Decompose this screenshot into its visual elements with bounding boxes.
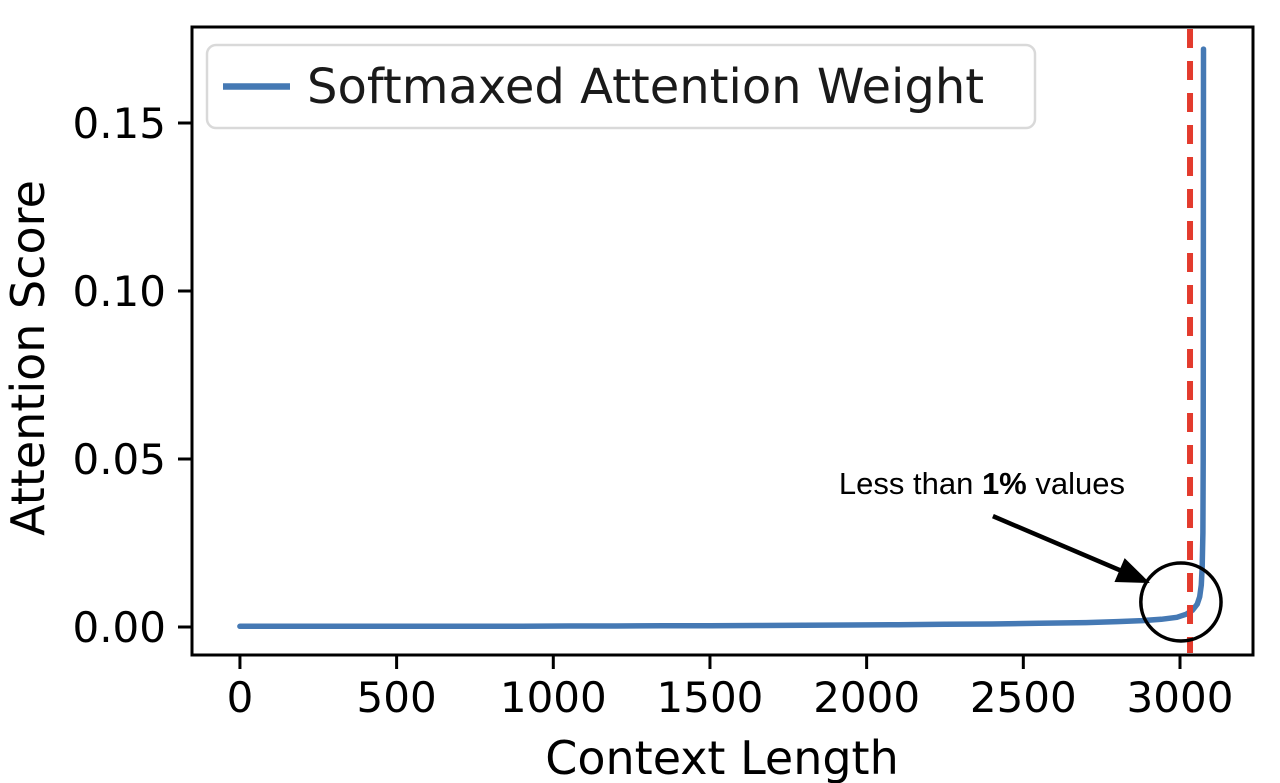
annotation-group: Less than 1% values: [839, 466, 1223, 643]
x-axis-title: Context Length: [545, 731, 899, 783]
annotation-label-suffix: values: [1027, 466, 1125, 501]
circle-highlight: [1139, 561, 1223, 643]
y-axis-title: Attention Score: [1, 180, 55, 536]
axis-ticks: 0 500 1000 1500 2000 2500 3000 0.00 0.05 0.10 0.15: [72, 99, 1233, 722]
annotation-label-bold: 1%: [982, 466, 1027, 501]
x-tick-label: 0: [227, 673, 254, 722]
x-tick-label: 3000: [1127, 673, 1234, 722]
y-tick-label: 0.15: [72, 99, 166, 148]
y-tick-label: 0.05: [72, 435, 166, 484]
legend-box: [205, 43, 1037, 130]
plot-border: [190, 25, 1255, 657]
y-tick-label: 0.10: [72, 267, 166, 316]
annotation-label: Less than 1% values: [839, 466, 1125, 501]
annotation-label-prefix: Less than: [839, 466, 982, 501]
x-tick-label: 500: [357, 673, 437, 722]
axes-frame: [190, 25, 1255, 657]
annotation-arrow-head: [1114, 558, 1150, 583]
legend-entry-label: Softmaxed Attention Weight: [307, 59, 984, 115]
x-tick-label: 2000: [813, 673, 920, 722]
legend: Softmaxed Attention Weight: [205, 43, 1037, 130]
annotation-arrow-shaft: [992, 514, 1125, 574]
attention-weight-line: [237, 46, 1207, 630]
x-tick-label: 1000: [500, 673, 607, 722]
x-tick-label: 2500: [970, 673, 1077, 722]
y-tick-label: 0.00: [72, 603, 166, 652]
x-tick-label: 1500: [657, 673, 764, 722]
